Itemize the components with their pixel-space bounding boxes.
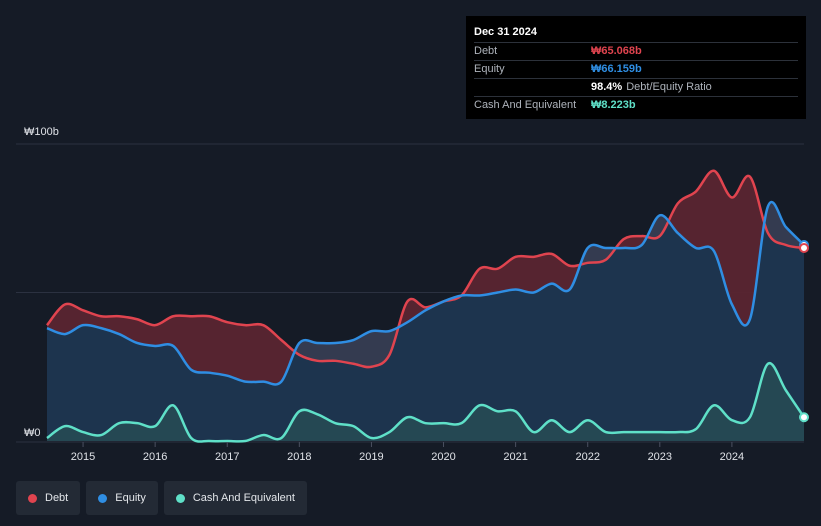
legend-cash-label: Cash And Equivalent	[192, 492, 295, 504]
legend-debt-label: Debt	[45, 492, 69, 504]
tooltip-equity-label: Equity	[474, 63, 505, 75]
series-areas	[47, 170, 804, 442]
legend-equity-label: Equity	[115, 492, 146, 504]
tooltip-row-equity: Equity ₩66.159b	[474, 60, 798, 77]
tooltip-debt-value: ₩65.068b	[591, 45, 642, 57]
overlap-area	[47, 202, 804, 441]
debt-endpoint	[799, 242, 809, 253]
tooltip-cash-value: ₩8.223b	[591, 99, 636, 111]
y-axis-top-label: ₩100b	[24, 126, 59, 138]
series-endpoints	[799, 239, 809, 423]
tooltip-date: Dec 31 2024	[474, 26, 537, 38]
data-tooltip: Dec 31 2024 Debt ₩65.068b Equity ₩66.159…	[466, 16, 806, 119]
tooltip-ratio-label	[474, 79, 591, 95]
x-tick-label-2017: 2017	[215, 451, 239, 463]
tooltip-equity-value: ₩66.159b	[591, 63, 642, 75]
x-tick-label-2021: 2021	[503, 451, 527, 463]
tooltip-row-cash: Cash And Equivalent ₩8.223b	[474, 96, 798, 113]
tooltip-cash-label: Cash And Equivalent	[474, 99, 577, 111]
legend-item-debt[interactable]: Debt	[16, 481, 81, 515]
x-tick-label-2020: 2020	[431, 451, 455, 463]
tooltip-row-debt: Debt ₩65.068b	[474, 42, 798, 59]
x-axis-ticks: 2015 2016 2017 2018 2019 2020 2021 2022 2023 2024	[71, 442, 744, 463]
chart-legend: Debt Equity Cash And Equivalent	[16, 481, 307, 515]
legend-item-equity[interactable]: Equity	[86, 481, 158, 515]
tooltip-ratio-suffix: Debt/Equity Ratio	[626, 81, 712, 93]
x-tick-label-2024: 2024	[720, 451, 744, 463]
series-lines	[46, 169, 806, 443]
x-tick-label-2018: 2018	[287, 451, 311, 463]
cash-area	[47, 363, 804, 442]
tooltip-debt-label: Debt	[474, 45, 498, 57]
legend-item-cash[interactable]: Cash And Equivalent	[163, 481, 307, 515]
x-tick-label-2023: 2023	[648, 451, 672, 463]
cash-line	[46, 362, 806, 443]
tooltip-row-ratio: 98.4% Debt/Equity Ratio	[474, 78, 798, 95]
tooltip-ratio-value: 98.4%	[591, 81, 623, 93]
x-tick-label-2016: 2016	[143, 451, 167, 463]
legend-equity-dot-icon	[98, 493, 108, 503]
legend-debt-dot-icon	[28, 493, 37, 503]
x-tick-label-2015: 2015	[71, 451, 95, 463]
cash-endpoint	[799, 412, 809, 423]
equity-line	[46, 200, 805, 386]
x-tick-label-2022: 2022	[575, 451, 599, 463]
debt-line	[46, 169, 805, 369]
legend-cash-dot-icon	[175, 493, 185, 503]
y-axis-bottom-label: ₩0	[24, 427, 41, 439]
x-tick-label-2019: 2019	[359, 451, 383, 463]
